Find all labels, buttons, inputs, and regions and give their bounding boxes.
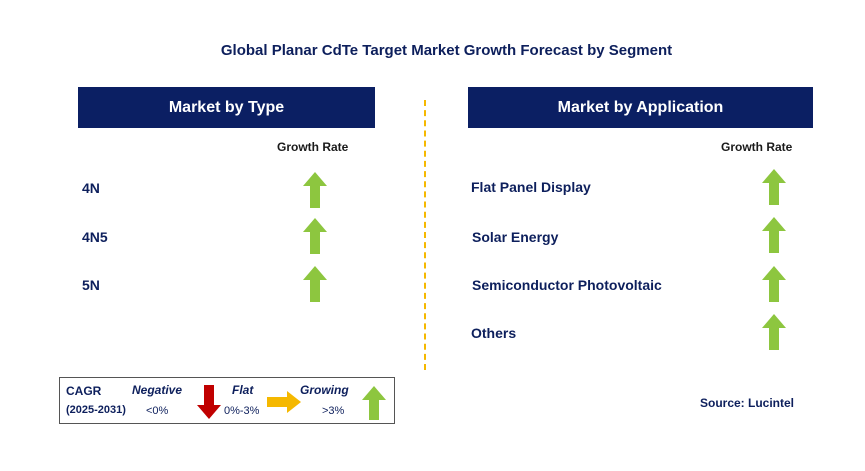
type-item-label: 4N [82,180,100,196]
cagr-legend: CAGR (2025-2031) Negative <0% Flat 0%-3%… [59,377,395,424]
legend-cagr-label: CAGR [66,384,102,398]
application-item-label: Flat Panel Display [471,179,591,195]
negative-arrow-icon [197,385,221,419]
panel-divider [424,100,426,370]
application-item-label: Others [471,325,517,341]
chart-title: Global Planar CdTe Target Market Growth … [220,42,673,59]
application-item-label: Solar Energy [472,229,559,245]
growing-arrow-icon [303,172,327,208]
source-note: Source: Lucintel [700,396,795,410]
legend-flat-label: Flat [232,383,254,397]
application-item-label: Semiconductor Photovoltaic [472,277,662,293]
legend-growing-value: >3% [322,405,345,417]
type-growth-rate-label: Growth Rate [277,140,349,154]
type-panel-header: Market by Type [78,87,375,128]
growing-arrow-icon [762,217,786,253]
legend-growing-label: Growing [300,383,349,397]
legend-negative-label: Negative [132,383,183,397]
type-item-label: 4N5 [82,229,108,245]
growing-arrow-icon [362,386,386,420]
growing-arrow-icon [303,218,327,254]
legend-period: (2025-2031) [66,404,126,416]
application-panel-header: Market by Application [468,87,813,128]
application-growth-rate-label: Growth Rate [721,140,793,154]
flat-arrow-icon [267,391,301,413]
type-item-label: 5N [82,277,100,293]
legend-flat-value: 0%-3% [224,405,260,417]
growing-arrow-icon [762,314,786,350]
growing-arrow-icon [762,169,786,205]
growing-arrow-icon [762,266,786,302]
growing-arrow-icon [303,266,327,302]
legend-negative-value: <0% [146,405,169,417]
